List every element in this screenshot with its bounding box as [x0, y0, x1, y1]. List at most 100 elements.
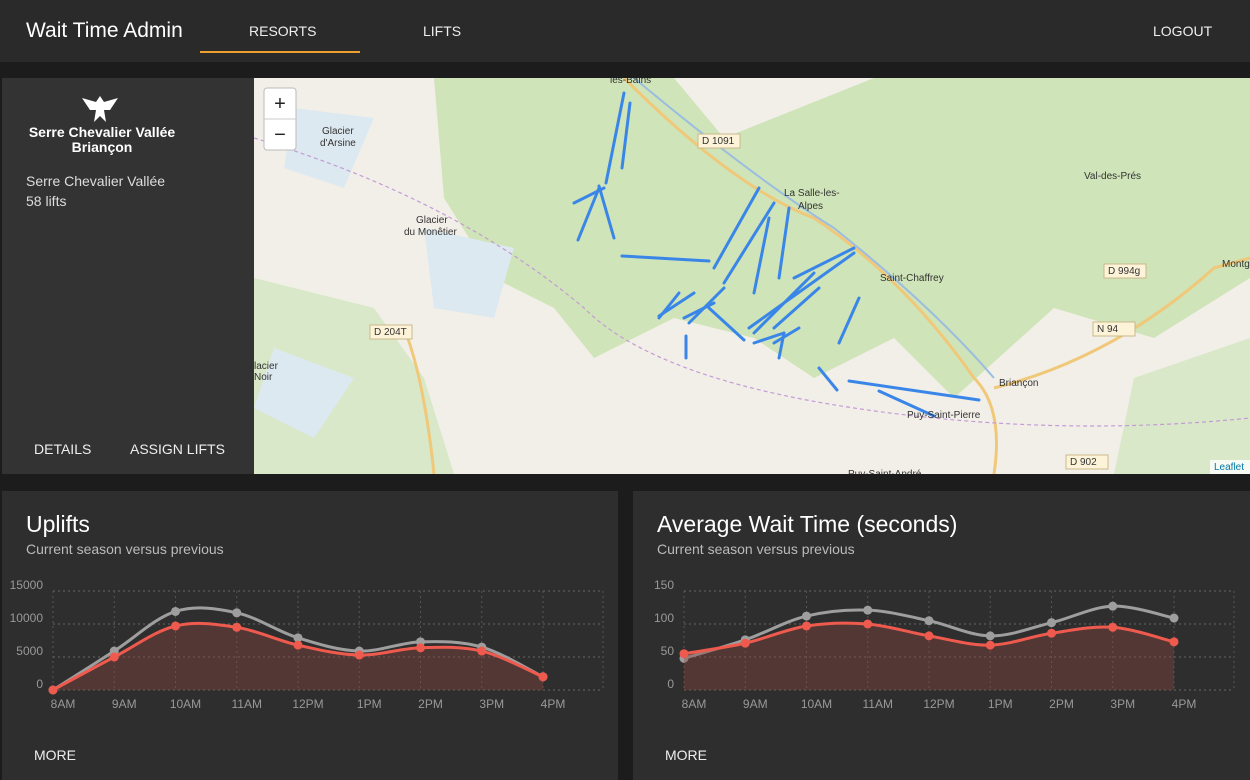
x-tick-label: 8AM [51, 697, 76, 711]
resort-card: Serre Chevalier Vallée Briançon Serre Ch… [2, 78, 254, 474]
nav-underline [200, 51, 360, 53]
point [416, 643, 425, 653]
road-badge [1103, 263, 1147, 279]
map-label: les-Bains [610, 78, 651, 86]
x-tick-label: 9AM [112, 697, 137, 711]
lift-count: 58 lifts [26, 193, 67, 209]
point [1169, 637, 1179, 647]
point [802, 621, 811, 631]
map-label: du Monêtier [404, 227, 457, 238]
point [538, 672, 548, 682]
point [232, 608, 242, 618]
point [1108, 601, 1118, 611]
nav-lifts[interactable]: LIFTS [423, 23, 462, 39]
point [924, 616, 934, 626]
point [354, 650, 364, 660]
y-tick-label: 100 [654, 611, 674, 625]
x-tick-label: 3PM [479, 697, 504, 711]
map-label: D 1091 [702, 136, 735, 147]
zoom-out[interactable]: − [274, 124, 286, 146]
area [53, 623, 543, 690]
chart-title: Average Wait Time (seconds) [657, 511, 958, 537]
map-label: Glacier [416, 215, 448, 226]
x-tick-label: 8AM [682, 697, 707, 711]
header: Wait Time Admin RESORTS LIFTS LOGOUT [0, 0, 1250, 62]
chart: 0 5000 10000 15000 8AM 9AM 10AM 11AM 12PM 1PM 2PM 3… [10, 578, 604, 711]
map-label: Alpes [798, 201, 823, 212]
map-label: La Salle-les- [784, 188, 840, 199]
assign-lifts-button[interactable]: ASSIGN LIFTS [130, 441, 225, 457]
x-tick-label: 10AM [801, 697, 832, 711]
logo-text: Serre Chevalier Vallée Briançon [2, 125, 202, 155]
y-tick-label: 150 [654, 578, 674, 592]
x-tick-label: 10AM [170, 697, 201, 711]
map-label: N 94 [1097, 324, 1119, 335]
point [171, 606, 180, 616]
logo-eagle [82, 96, 118, 122]
map-label: D 994g [1108, 266, 1140, 277]
x-tick-label: 2PM [1049, 697, 1074, 711]
point [1047, 618, 1056, 628]
app-title: Wait Time Admin [26, 19, 183, 42]
point [985, 631, 995, 641]
details-button[interactable]: DETAILS [34, 441, 92, 457]
logout[interactable]: LOGOUT [1153, 23, 1213, 39]
map-label: Glacier [322, 126, 354, 137]
map-label: Briançon [999, 378, 1038, 389]
point [863, 605, 873, 615]
more-button[interactable]: MORE [34, 747, 76, 763]
chart-subtitle: Current season versus previous [657, 541, 855, 557]
road-badge [697, 133, 741, 149]
x-tick-label: 11AM [232, 697, 262, 711]
point [232, 622, 242, 632]
point [477, 646, 487, 656]
x-tick-label: 4PM [1172, 697, 1197, 711]
point [1169, 613, 1179, 623]
chart-subtitle: Current season versus previous [26, 541, 224, 557]
map-label: Puy-Saint-André [848, 469, 922, 474]
point [985, 640, 995, 650]
point [924, 631, 934, 641]
x-tick-label: 2PM [418, 697, 443, 711]
x-tick-label: 9AM [743, 697, 768, 711]
x-tick-label: 11AM [863, 697, 893, 711]
map-label: d'Arsine [320, 138, 356, 149]
y-tick-label: 15000 [10, 578, 44, 592]
resort-name: Serre Chevalier Vallée [26, 173, 166, 189]
map-label: Val-des-Prés [1084, 171, 1141, 182]
x-tick-label: 12PM [292, 697, 323, 711]
chart-title: Uplifts [26, 511, 90, 537]
y-tick-label: 5000 [16, 644, 43, 658]
map-label: lacier [254, 361, 279, 372]
zoom-in[interactable]: + [274, 93, 286, 115]
attribution[interactable]: Leaflet [1214, 462, 1244, 473]
x-tick-label: 12PM [923, 697, 954, 711]
chart-panel: Uplifts Current season versus previous 0… [2, 491, 618, 780]
point [679, 649, 689, 659]
y-tick-label: 10000 [10, 611, 44, 625]
point [863, 619, 873, 629]
nav-resorts[interactable]: RESORTS [249, 23, 317, 39]
map-label: Montgen [1222, 259, 1250, 270]
x-tick-label: 1PM [357, 697, 382, 711]
more-button[interactable]: MORE [665, 747, 707, 763]
point [48, 685, 58, 695]
map-label: Puy-Saint-Pierre [907, 410, 981, 421]
point [1047, 628, 1056, 638]
map-label: D 902 [1070, 457, 1097, 468]
road-badge [1092, 321, 1136, 337]
point [293, 633, 303, 643]
x-tick-label: 1PM [988, 697, 1013, 711]
point [740, 638, 750, 648]
x-tick-label: 3PM [1110, 697, 1135, 711]
logo-line: Briançon [71, 139, 133, 155]
point [109, 652, 119, 662]
y-tick-label: 0 [667, 677, 674, 691]
chart: 0 50 100 150 8AM 9AM 10AM 11AM 12PM 1PM 2PM 3PM 4PM [654, 578, 1235, 711]
logo-line: Serre Chevalier Vallée [28, 124, 176, 140]
map-label: Noir [254, 372, 273, 383]
point [171, 621, 180, 631]
